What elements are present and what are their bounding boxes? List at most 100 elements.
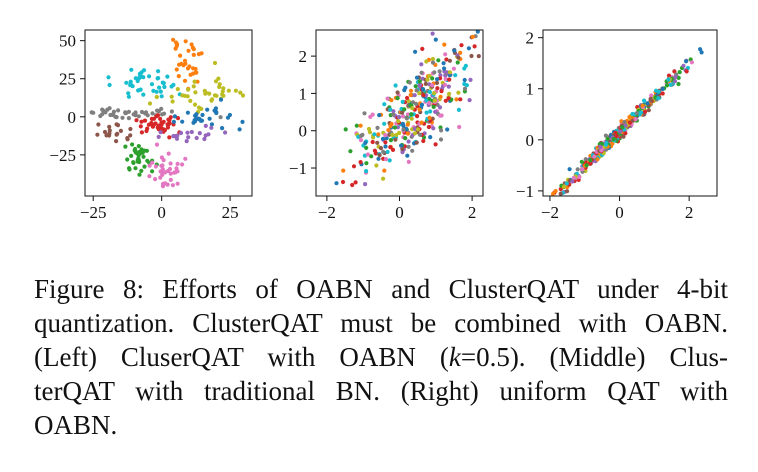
scatter-point xyxy=(672,79,678,84)
scatter-point xyxy=(350,182,355,188)
scatter-point xyxy=(432,98,437,103)
scatter-point xyxy=(158,130,163,135)
scatter-point xyxy=(175,181,180,186)
scatter-point xyxy=(618,129,623,134)
scatter-point xyxy=(383,144,388,149)
x-tick-label: 0 xyxy=(157,203,166,222)
scatter-point xyxy=(392,125,397,130)
scatter-point xyxy=(212,60,218,66)
scatter-point xyxy=(567,167,572,172)
scatter-point xyxy=(115,123,121,128)
scatter-point xyxy=(415,127,421,132)
scatter-point xyxy=(642,98,647,103)
scatter-point xyxy=(210,97,215,102)
scatter-point xyxy=(433,142,438,147)
scatter-point xyxy=(240,93,246,98)
scatter-point xyxy=(358,133,364,138)
scatter-point xyxy=(149,120,154,126)
scatter-point xyxy=(212,108,217,113)
scatter-point xyxy=(428,109,433,114)
scatter-point xyxy=(459,43,464,48)
scatter-point xyxy=(348,149,353,154)
scatter-point xyxy=(427,89,432,95)
scatter-point xyxy=(649,93,654,98)
scatter-point xyxy=(381,176,386,181)
scatter-point xyxy=(175,116,181,121)
scatter-point xyxy=(417,132,423,137)
scatter-point xyxy=(443,52,448,57)
scatter-point xyxy=(377,113,382,118)
scatter-panel-left: −25 0 25 −25 0 25 50 xyxy=(49,29,253,222)
scatter-point xyxy=(424,98,429,103)
y-tick-label: −1 xyxy=(516,182,534,201)
x-tick-label: −25 xyxy=(80,203,107,222)
scatter-point xyxy=(420,46,425,52)
scatter-point xyxy=(406,139,411,144)
scatter-point xyxy=(138,151,143,156)
scatter-point xyxy=(472,44,477,49)
scatter-point xyxy=(154,142,160,147)
scatter-point xyxy=(168,171,173,176)
scatter-point xyxy=(127,167,132,172)
scatter-point xyxy=(175,87,180,92)
scatter-point xyxy=(136,144,141,149)
scatter-point xyxy=(430,31,435,36)
scatter-point xyxy=(139,130,144,135)
caption-line-4: terQAT with traditional BN. (Right) unif… xyxy=(34,376,728,406)
scatter-point xyxy=(430,83,435,88)
scatter-point xyxy=(200,112,205,118)
scatter-point xyxy=(434,80,440,85)
scatter-point xyxy=(168,161,173,166)
y-tick-label: 1 xyxy=(526,80,535,99)
scatter-point xyxy=(114,139,119,144)
scatter-point xyxy=(413,84,418,89)
scatter-point xyxy=(194,112,199,117)
scatter-point xyxy=(177,62,182,67)
scatter-point xyxy=(553,189,558,194)
x-tick-label: 2 xyxy=(685,203,694,222)
scatter-point xyxy=(341,168,346,173)
scatter-point xyxy=(141,92,146,97)
scatter-point xyxy=(645,101,650,106)
scatter-point xyxy=(580,167,585,172)
scatter-point xyxy=(437,105,443,110)
scatter-point xyxy=(363,140,368,145)
scatter-point xyxy=(351,164,357,169)
scatter-point xyxy=(176,74,181,79)
scatter-point xyxy=(364,161,369,166)
scatter-point xyxy=(212,93,217,98)
scatter-point xyxy=(161,181,166,186)
scatter-point xyxy=(433,37,438,42)
scatter-point xyxy=(156,76,161,81)
scatter-point xyxy=(149,116,154,121)
scatter-point xyxy=(158,116,163,121)
scatter-point xyxy=(427,100,432,106)
scatter-point xyxy=(575,167,580,172)
scatter-point xyxy=(469,53,474,59)
scatter-point xyxy=(137,76,142,81)
scatter-point xyxy=(668,82,673,87)
scatter-point xyxy=(171,119,176,124)
scatter-point xyxy=(233,88,238,93)
scatter-point xyxy=(458,50,463,55)
scatter-point xyxy=(182,78,188,83)
scatter-point xyxy=(139,119,144,124)
scatter-point xyxy=(620,125,625,130)
scatter-point xyxy=(676,81,681,87)
scatter-point xyxy=(209,125,214,130)
scatter-point xyxy=(138,124,143,129)
scatter-point xyxy=(209,122,214,127)
scatter-point xyxy=(610,141,615,146)
scatter-point xyxy=(412,93,417,98)
scatter-point xyxy=(390,147,396,152)
scatter-point xyxy=(431,104,436,109)
scatter-point xyxy=(413,101,419,106)
scatter-point xyxy=(137,172,142,177)
scatter-point xyxy=(334,181,339,186)
scatter-point xyxy=(565,189,570,194)
scatter-point xyxy=(389,98,394,103)
scatter-point xyxy=(107,133,112,138)
scatter-point xyxy=(391,112,396,117)
scatter-point xyxy=(438,73,443,78)
scatter-point xyxy=(443,82,448,87)
